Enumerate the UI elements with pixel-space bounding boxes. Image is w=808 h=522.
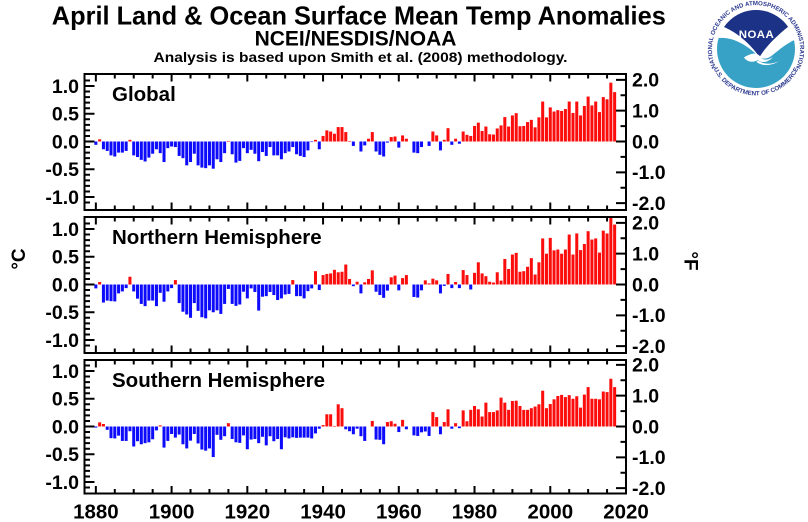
svg-text:April Land & Ocean Surface Mea: April Land & Ocean Surface Mean Temp Ano… <box>52 1 666 31</box>
svg-text:1.0: 1.0 <box>52 219 79 241</box>
svg-text:0.0: 0.0 <box>52 274 79 296</box>
svg-text:1.0: 1.0 <box>52 76 79 98</box>
svg-text:-0.5: -0.5 <box>45 159 79 181</box>
svg-text:-2.0: -2.0 <box>632 478 666 500</box>
svg-text:1.0: 1.0 <box>632 244 659 266</box>
svg-text:-1.0: -1.0 <box>45 330 79 352</box>
svg-text:0.0: 0.0 <box>632 274 659 296</box>
svg-text:2000: 2000 <box>527 501 573 522</box>
svg-text:1920: 1920 <box>224 501 270 522</box>
svg-text:0.0: 0.0 <box>632 131 659 153</box>
svg-text:1.0: 1.0 <box>632 386 659 408</box>
svg-text:0.5: 0.5 <box>52 389 79 411</box>
svg-text:°F: °F <box>680 251 701 270</box>
svg-text:1980: 1980 <box>452 501 498 522</box>
svg-text:1880: 1880 <box>73 501 119 522</box>
svg-text:2.0: 2.0 <box>632 70 659 92</box>
svg-text:-1.0: -1.0 <box>45 187 79 209</box>
svg-text:-0.5: -0.5 <box>45 302 79 324</box>
svg-text:Northern Hemisphere: Northern Hemisphere <box>112 226 322 249</box>
svg-text:Analysis is based upon Smith e: Analysis is based upon Smith et al. (200… <box>154 50 568 66</box>
svg-text:0.5: 0.5 <box>52 247 79 269</box>
svg-text:0.0: 0.0 <box>52 131 79 153</box>
svg-text:2.0: 2.0 <box>632 355 659 377</box>
svg-text:-1.0: -1.0 <box>632 305 666 327</box>
svg-text:-2.0: -2.0 <box>632 193 666 215</box>
svg-text:NCEI/NESDIS/NOAA: NCEI/NESDIS/NOAA <box>255 28 457 51</box>
svg-text:-1.0: -1.0 <box>45 472 79 494</box>
svg-text:Global: Global <box>112 83 176 106</box>
svg-text:NOAA: NOAA <box>739 29 775 41</box>
svg-text:1.0: 1.0 <box>632 101 659 123</box>
svg-text:1900: 1900 <box>149 501 195 522</box>
svg-text:0.5: 0.5 <box>52 104 79 126</box>
svg-text:2.0: 2.0 <box>632 213 659 235</box>
svg-text:-1.0: -1.0 <box>632 162 666 184</box>
svg-text:-0.5: -0.5 <box>45 444 79 466</box>
svg-text:0.0: 0.0 <box>52 416 79 438</box>
svg-text:0.0: 0.0 <box>632 416 659 438</box>
svg-text:-1.0: -1.0 <box>632 447 666 469</box>
svg-text:2020: 2020 <box>603 501 649 522</box>
svg-text:Southern Hemisphere: Southern Hemisphere <box>112 369 325 392</box>
svg-text:1940: 1940 <box>300 501 346 522</box>
svg-text:1960: 1960 <box>376 501 422 522</box>
svg-text:°C: °C <box>9 248 30 270</box>
svg-text:1.0: 1.0 <box>52 361 79 383</box>
svg-text:-2.0: -2.0 <box>632 336 666 358</box>
